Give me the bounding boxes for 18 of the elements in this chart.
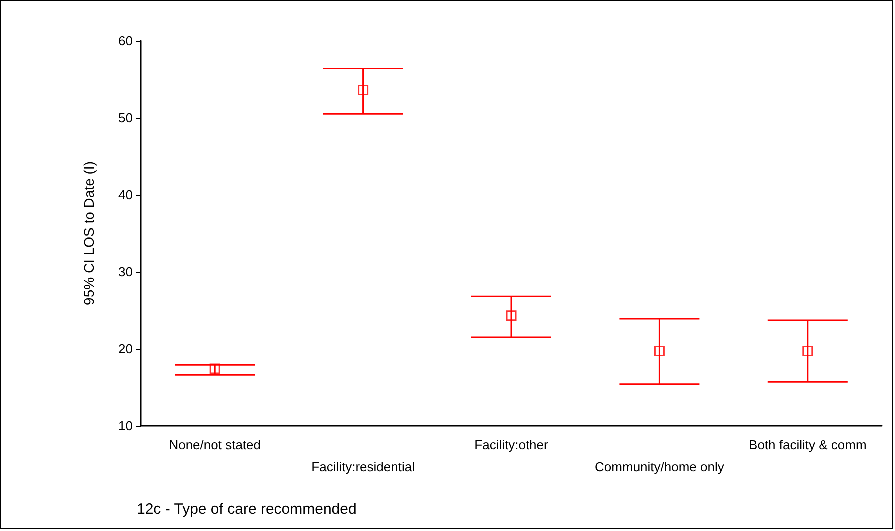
y-tick-label: 30 [118, 264, 133, 280]
x-tick-label: Facility:other [474, 438, 550, 452]
y-tick-label: 60 [118, 34, 133, 48]
point [654, 346, 665, 357]
y-axis-title: 95% CI LOS to Date (I) [81, 162, 97, 306]
y-tick-label: 50 [118, 110, 133, 126]
point [210, 364, 220, 374]
y-tick-label: 40 [118, 188, 133, 202]
point [506, 310, 517, 322]
x-tick-label: None/not stated [169, 438, 261, 452]
x-tick-label: Both facility & comm [749, 438, 867, 452]
x-axis-title: 12c - Type of care recommended [137, 501, 357, 518]
x-tick-label: Facility:residential [312, 460, 416, 474]
x-tick-label: Community/home only [595, 460, 725, 474]
y-tick-label: 10 [118, 418, 133, 434]
y-tick-label: 20 [118, 342, 133, 356]
point [802, 346, 814, 357]
point [358, 85, 369, 96]
